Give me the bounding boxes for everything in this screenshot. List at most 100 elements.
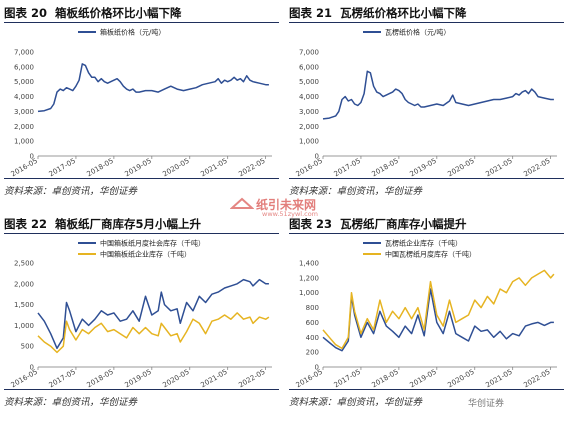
x-tick-label: 2020-05 xyxy=(161,368,190,390)
line-chart: 0 1,000 2,000 3,000 4,000 5,000 6,000 7,000 2016… xyxy=(10,28,272,179)
y-tick-label: 2,000 xyxy=(14,123,34,131)
x-tick-label: 2017-05 xyxy=(333,157,362,179)
watermark-url: www.51zywl.com xyxy=(262,210,319,218)
series-line xyxy=(322,70,554,120)
figure-label: 图表 20 xyxy=(4,6,48,20)
figure-title: 瓦楞纸厂商库存小幅提升 xyxy=(340,217,467,231)
chart-title: 图表 21 瓦楞纸价格环比小幅下降 xyxy=(289,5,467,21)
y-tick-label: 2,000 xyxy=(299,123,319,131)
legend-label: 中国箱板纸月度社会库存（千吨） xyxy=(100,239,205,248)
line-chart: 0 1,000 2,000 3,000 4,000 5,000 6,000 7,000 2016… xyxy=(295,28,557,179)
y-tick-label: 5,000 xyxy=(299,78,319,86)
y-tick-label: 1,000 xyxy=(299,289,319,297)
y-tick-label: 1,000 xyxy=(14,322,34,330)
figure-label: 图表 21 xyxy=(289,6,333,20)
y-tick-label: 1,000 xyxy=(299,138,319,146)
x-tick-label: 2019-05 xyxy=(124,157,153,179)
x-tick-label: 2018-05 xyxy=(86,368,115,390)
title-rule xyxy=(4,22,279,23)
y-tick-label: 1,500 xyxy=(14,301,34,309)
source-note: 资料来源：卓创资讯，华创证券 xyxy=(289,397,423,408)
y-tick-label: 3,000 xyxy=(14,108,34,116)
y-tick-label: 2,000 xyxy=(14,280,34,288)
watermark-logo-icon xyxy=(230,197,254,209)
source-note: 资料来源：卓创资讯，华创证券 xyxy=(289,186,423,197)
y-tick-label: 6,000 xyxy=(14,63,34,71)
y-tick-label: 0 xyxy=(315,364,319,372)
y-tick-label: 0 xyxy=(30,153,34,161)
title-rule xyxy=(289,233,564,234)
x-tick-label: 2022-05 xyxy=(522,157,551,179)
y-tick-label: 6,000 xyxy=(299,63,319,71)
legend-label: 箱板纸价格（元/吨） xyxy=(100,28,165,37)
x-tick-label: 2019-05 xyxy=(409,157,438,179)
x-tick-label: 2021-05 xyxy=(484,368,513,390)
x-tick-label: 2022-05 xyxy=(522,368,551,390)
legend-label: 中国箱板纸企业库存（千吨） xyxy=(100,250,191,259)
x-tick-label: 2019-05 xyxy=(124,368,153,390)
figure-title: 箱板纸厂商库存5月小幅上升 xyxy=(55,217,202,231)
y-tick-label: 0 xyxy=(315,153,319,161)
chart-panel-22: 图表 22 箱板纸厂商库存5月小幅上升 0 500 1,000 1,500 2,000 2… xyxy=(0,211,285,422)
x-tick-label: 2020-05 xyxy=(446,157,475,179)
x-tick-label: 2019-05 xyxy=(409,368,438,390)
x-tick-label: 2020-05 xyxy=(161,157,190,179)
footer-rule xyxy=(4,178,279,179)
x-tick-label: 2021-05 xyxy=(484,157,513,179)
legend-label: 瓦楞纸价格（元/吨） xyxy=(385,28,450,37)
y-tick-label: 400 xyxy=(306,334,319,342)
title-rule xyxy=(4,233,279,234)
figure-title: 瓦楞纸价格环比小幅下降 xyxy=(340,6,467,20)
chart-title: 图表 20 箱板纸价格环比小幅下降 xyxy=(4,5,182,21)
x-tick-label: 2018-05 xyxy=(371,157,400,179)
x-tick-label: 2021-05 xyxy=(199,157,228,179)
x-tick-label: 2022-05 xyxy=(237,157,266,179)
x-tick-label: 2017-05 xyxy=(48,157,77,179)
y-tick-label: 7,000 xyxy=(14,49,34,57)
figure-label: 图表 22 xyxy=(4,217,48,231)
x-tick-label: 2016-05 xyxy=(10,368,39,390)
series-line xyxy=(37,278,269,350)
y-tick-label: 500 xyxy=(21,343,34,351)
legend-label: 瓦楞纸企业库存（千吨） xyxy=(385,239,462,248)
x-tick-label: 2022-05 xyxy=(237,368,266,390)
figure-title: 箱板纸价格环比小幅下降 xyxy=(55,6,182,20)
figure-label: 图表 23 xyxy=(289,217,333,231)
source-note: 资料来源：卓创资讯，华创证券 xyxy=(4,397,138,408)
y-tick-label: 4,000 xyxy=(299,93,319,101)
footer-rule xyxy=(289,178,564,179)
series-line xyxy=(322,269,555,350)
y-tick-label: 1,400 xyxy=(299,260,319,268)
chart-title: 图表 22 箱板纸厂商库存5月小幅上升 xyxy=(4,216,201,232)
line-chart: 0 500 1,000 1,500 2,000 2,500 2016-05 2017-05 20… xyxy=(10,239,272,390)
x-tick-label: 2016-05 xyxy=(295,157,324,179)
x-tick-label: 2016-05 xyxy=(295,368,324,390)
x-tick-label: 2021-05 xyxy=(199,368,228,390)
x-tick-label: 2016-05 xyxy=(10,157,39,179)
corner-mark: 华创证券 xyxy=(468,399,505,409)
watermark: 纸引未来网 xyxy=(256,198,317,212)
y-tick-label: 600 xyxy=(306,319,319,327)
series-line xyxy=(37,312,270,354)
x-tick-label: 2020-05 xyxy=(446,368,475,390)
y-tick-label: 5,000 xyxy=(14,78,34,86)
chart-panel-23: 图表 23 瓦楞纸厂商库存小幅提升 0 200 400 600 800 1,000 1,20… xyxy=(285,211,570,422)
chart-panel-21: 图表 21 瓦楞纸价格环比小幅下降 0 1,000 2,000 3,000 4,000 5… xyxy=(285,0,570,211)
series-line xyxy=(37,63,269,113)
x-tick-label: 2018-05 xyxy=(86,157,115,179)
y-tick-label: 200 xyxy=(306,349,319,357)
source-note: 资料来源：卓创资讯，华创证券 xyxy=(4,186,138,197)
x-tick-label: 2017-05 xyxy=(48,368,77,390)
y-tick-label: 7,000 xyxy=(299,49,319,57)
legend-label: 中国瓦楞纸月度库存（千吨） xyxy=(385,250,476,259)
x-tick-label: 2017-05 xyxy=(333,368,362,390)
x-tick-label: 2018-05 xyxy=(371,368,400,390)
footer-rule xyxy=(4,389,279,390)
y-tick-label: 1,200 xyxy=(299,274,319,282)
y-tick-label: 4,000 xyxy=(14,93,34,101)
chart-title: 图表 23 瓦楞纸厂商库存小幅提升 xyxy=(289,216,467,232)
y-tick-label: 0 xyxy=(30,364,34,372)
title-rule xyxy=(289,22,564,23)
footer-rule xyxy=(289,389,564,390)
y-tick-label: 1,000 xyxy=(14,138,34,146)
